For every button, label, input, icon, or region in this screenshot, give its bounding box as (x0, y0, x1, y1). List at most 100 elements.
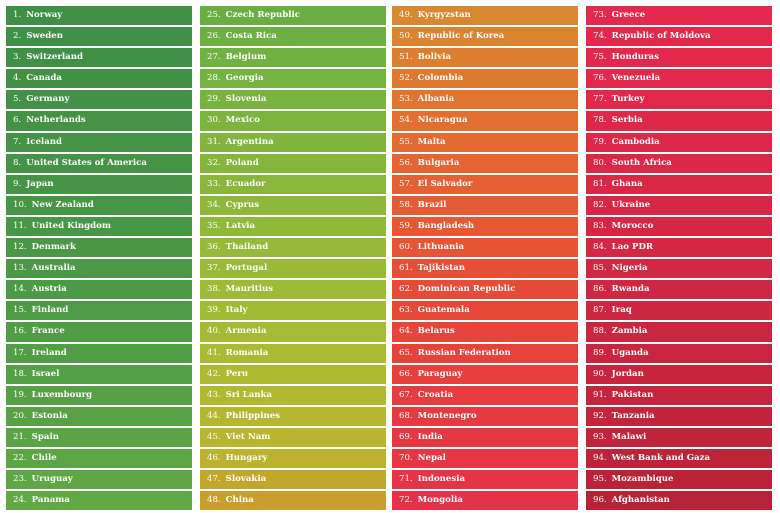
rank-number: 22. (13, 452, 27, 463)
country-name: Uruguay (31, 474, 73, 485)
country-name: Latvia (225, 220, 256, 231)
rank-number: 43. (207, 389, 221, 400)
country-name: Kyrgyzstan (417, 10, 471, 20)
country-name: Honduras (611, 52, 659, 63)
rank-number: 1. (13, 10, 22, 20)
country-name: United States of America (26, 157, 147, 168)
rank-number: 38. (207, 284, 221, 295)
country-name: Nicaragua (417, 115, 468, 126)
country-name: Japan (26, 178, 54, 189)
rank-number: 71. (399, 474, 413, 485)
ranking-cell: 45. Viet Nam (200, 427, 386, 447)
ranking-cell: 2. Sweden (6, 27, 192, 47)
country-name: Serbia (611, 115, 643, 126)
ranking-cell: 43. Sri Lanka (200, 385, 386, 405)
rank-number: 53. (399, 94, 413, 105)
country-name: Hungary (225, 452, 268, 463)
ranking-cell: 90. Jordan (586, 364, 772, 384)
country-name: Netherlands (26, 115, 86, 126)
country-name: Bangladesh (417, 220, 475, 231)
ranking-cell: 68. Montenegro (392, 406, 578, 426)
country-name: Belgium (225, 52, 267, 63)
ranking-cell: 13. Australia (6, 259, 192, 279)
ranking-cell: 61. Tajikistan (392, 259, 578, 279)
ranking-cell: 85. Nigeria (586, 259, 772, 279)
rank-number: 75. (593, 52, 607, 63)
ranking-cell: 77. Turkey (586, 90, 772, 110)
country-name: Republic of Korea (417, 31, 505, 42)
rank-number: 23. (13, 474, 27, 485)
ranking-cell: 62. Dominican Republic (392, 280, 578, 300)
country-name: Philippines (225, 410, 281, 421)
ranking-cell: 58. Brazil (392, 195, 578, 215)
country-name: Uganda (611, 347, 649, 358)
rank-number: 77. (593, 94, 607, 105)
ranking-cell: 81. Ghana (586, 174, 772, 194)
rank-number: 45. (207, 431, 221, 442)
country-name: Lithuania (417, 242, 465, 253)
ranking-cell: 6. Netherlands (6, 111, 192, 131)
country-name: Peru (225, 368, 249, 379)
rank-number: 44. (207, 410, 221, 421)
country-name: Argentina (225, 136, 274, 147)
rank-number: 40. (207, 326, 221, 337)
country-name: Luxembourg (31, 389, 93, 400)
ranking-column-1: 1. Norway 2. Sweden 3. Switzerland 4. Canada 5. G… (6, 6, 192, 512)
ranking-cell: 89. Uganda (586, 343, 772, 363)
rank-number: 14. (13, 284, 27, 295)
ranking-cell: 1. Norway (6, 6, 192, 26)
ranking-cell: 4. Canada (6, 69, 192, 89)
rank-number: 39. (207, 305, 221, 316)
ranking-cell: 76. Venezuela (586, 69, 772, 89)
ranking-cell: 74. Republic of Moldova (586, 27, 772, 47)
country-name: Malawi (611, 431, 647, 442)
ranking-cell: 75. Honduras (586, 48, 772, 68)
ranking-cell: 50. Republic of Korea (392, 27, 578, 47)
rank-number: 59. (399, 220, 413, 231)
ranking-cell: 86. Rwanda (586, 280, 772, 300)
country-name: Zambia (611, 326, 648, 337)
ranking-column-4: 73. Greece 74. Republic of Moldova 75. Hondur… (586, 6, 772, 512)
rank-number: 20. (13, 410, 27, 421)
ranking-cell: 9. Japan (6, 174, 192, 194)
rank-number: 3. (13, 52, 22, 63)
country-name: Chile (31, 452, 57, 463)
rank-number: 8. (13, 157, 22, 168)
ranking-cell: 29. Slovenia (200, 90, 386, 110)
country-name: India (417, 431, 443, 442)
ranking-cell: 55. Malta (392, 132, 578, 152)
ranking-cell: 79. Cambodia (586, 132, 772, 152)
rank-number: 50. (399, 31, 413, 42)
rank-number: 65. (399, 347, 413, 358)
rank-number: 85. (593, 263, 607, 274)
rank-number: 2. (13, 31, 22, 42)
ranking-cell: 64. Belarus (392, 322, 578, 342)
rank-number: 15. (13, 305, 27, 316)
ranking-cell: 40. Armenia (200, 322, 386, 342)
ranking-cell: 17. Ireland (6, 343, 192, 363)
ranking-cell: 7. Iceland (6, 132, 192, 152)
country-name: Mongolia (417, 495, 464, 506)
rank-number: 24. (13, 495, 27, 506)
rank-number: 27. (207, 52, 221, 63)
ranking-cell: 60. Lithuania (392, 238, 578, 258)
country-name: Tanzania (611, 410, 655, 421)
ranking-column-3: 49. Kyrgyzstan 50. Republic of Korea 51. Boli… (392, 6, 578, 512)
ranking-cell: 27. Belgium (200, 48, 386, 68)
country-name: Czech Republic (225, 10, 300, 20)
rank-number: 90. (593, 368, 607, 379)
ranking-cell: 5. Germany (6, 90, 192, 110)
rank-number: 13. (13, 263, 27, 274)
ranking-cell: 48. China (200, 491, 386, 511)
country-name: Portugal (225, 263, 268, 274)
ranking-cell: 46. Hungary (200, 448, 386, 469)
rank-number: 32. (207, 157, 221, 168)
country-name: Italy (225, 305, 248, 316)
ranking-cell: 53. Albania (392, 90, 578, 110)
ranking-cell: 94. West Bank and Gaza (586, 448, 772, 469)
rank-number: 19. (13, 389, 27, 400)
ranking-cell: 39. Italy (200, 301, 386, 321)
rank-number: 9. (13, 178, 22, 189)
ranking-cell: 88. Zambia (586, 322, 772, 342)
